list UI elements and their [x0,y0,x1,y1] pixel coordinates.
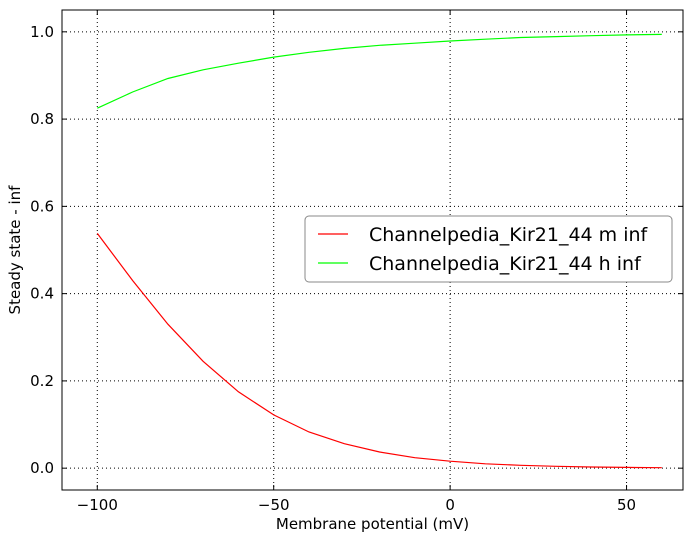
x-axis-label: Membrane potential (mV) [276,515,469,533]
x-tick-label: 50 [617,496,636,514]
legend-box [304,215,673,283]
legend-entry-label: Channelpedia_Kir21_44 m inf [369,224,649,246]
y-tick-label: 0.0 [30,459,54,477]
legend-entry-label: Channelpedia_Kir21_44 h inf [369,253,642,275]
ticks: −100 −50 0 50 0.0 0.2 0.4 0.6 0.8 1.0 [30,10,683,514]
plot-frame [61,9,684,491]
y-tick-label: 1.0 [30,23,54,41]
series-lines [96,33,662,469]
y-tick-label: 0.8 [30,110,54,128]
y-tick-label: 0.4 [30,285,54,303]
y-tick-label: 0.2 [30,372,54,390]
y-axis-label: Steady state - inf [6,185,24,315]
x-tick-label: −100 [77,496,118,514]
series-line-1 [96,233,662,469]
x-tick-label: 0 [445,496,455,514]
series-line-2 [97,33,662,109]
y-tick-label: 0.6 [30,197,54,215]
legend: Channelpedia_Kir21_44 m inf Channelpedia_… [304,215,673,283]
x-tick-label: −50 [258,496,290,514]
